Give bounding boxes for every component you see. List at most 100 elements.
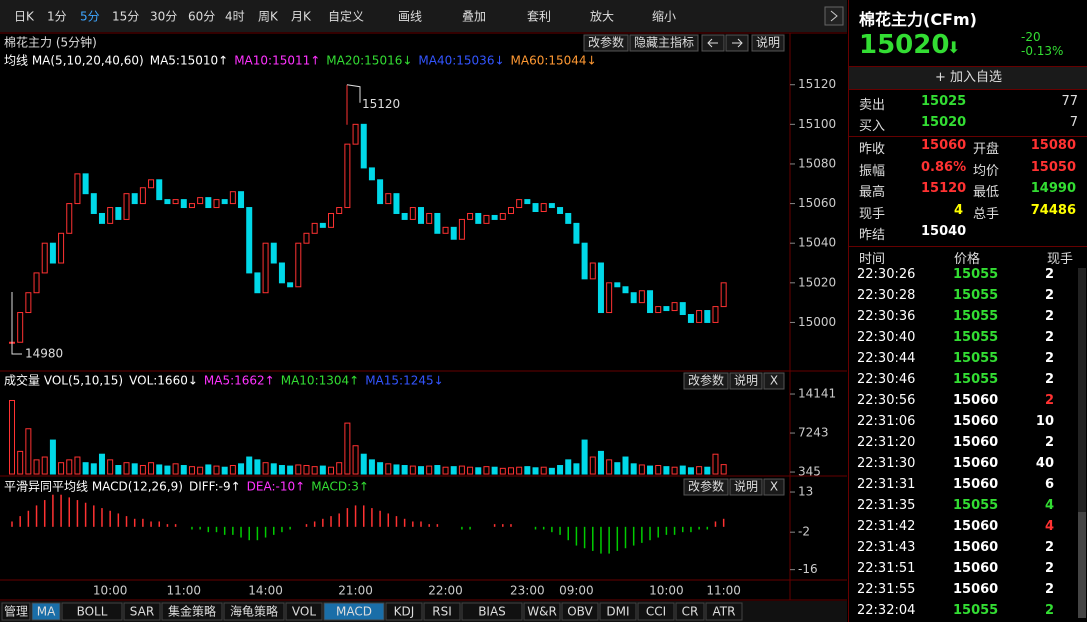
trade-volume: 2 (1044, 309, 1054, 324)
toolbar-bg (0, 0, 847, 32)
trade-time: 22:31:20 (857, 435, 916, 450)
candle (638, 290, 645, 304)
header-button[interactable] (629, 34, 699, 52)
tab-label[interactable]: BIAS (478, 605, 506, 619)
candle (606, 282, 613, 314)
header-button[interactable] (729, 478, 763, 496)
toolbar-item[interactable]: 60分 (188, 10, 215, 24)
toolbar-item[interactable]: 周K (258, 10, 279, 24)
watch-button[interactable]: + 加入自选 (849, 66, 1087, 90)
toolbar-item[interactable]: 画线 (398, 10, 422, 24)
stat-value: 0.86% (921, 159, 967, 175)
toolbar-item[interactable]: 叠加 (462, 10, 486, 24)
tab-label[interactable]: W&R (527, 605, 557, 619)
toolbar-item[interactable]: 15分 (112, 10, 139, 24)
tab[interactable] (1, 602, 31, 621)
volume-bar (638, 464, 645, 475)
candle (418, 207, 424, 224)
tab[interactable] (161, 602, 223, 621)
toolbar-item[interactable]: 1分 (47, 10, 67, 24)
toolbar-item[interactable]: 套利 (527, 10, 551, 24)
header-button[interactable] (763, 478, 785, 496)
header-button-label[interactable]: 改参数 (688, 373, 724, 388)
toolbar-item[interactable]: 4时 (225, 10, 245, 24)
header-button[interactable] (729, 372, 763, 390)
tab-label[interactable]: KDJ (394, 605, 415, 619)
scroll-thumb[interactable] (1078, 512, 1086, 618)
low-pointer (11, 292, 22, 355)
tab[interactable] (637, 602, 675, 621)
candle (164, 199, 171, 205)
volume-bar (491, 466, 498, 475)
candle (475, 212, 482, 224)
toolbar-item[interactable]: 30分 (150, 10, 177, 24)
tab-label[interactable]: CR (682, 605, 699, 619)
tab[interactable] (461, 602, 523, 621)
tab-label[interactable]: 集金策略 (168, 604, 216, 619)
x-tick-label: 23:00 (510, 584, 545, 598)
legend-item: MA10:15011↑ (234, 54, 320, 68)
header-button-label[interactable]: 隐藏主指标 (634, 35, 694, 50)
header-button-label[interactable]: 说明 (734, 479, 758, 494)
y-tick-label: 15080 (798, 156, 836, 170)
legend-item: MA40:15036↓ (418, 54, 504, 68)
header-button-label[interactable]: 说明 (734, 373, 758, 388)
tab[interactable] (599, 602, 637, 621)
tab[interactable] (561, 602, 599, 621)
trade-time: 22:31:55 (857, 582, 916, 597)
candle (82, 173, 89, 195)
tab[interactable] (61, 602, 123, 621)
toolbar-item[interactable]: 缩小 (652, 9, 676, 24)
y-tick-label: 15020 (798, 275, 836, 289)
legend-item: 平滑异同平均线 MACD(12,26,9) (4, 480, 183, 494)
candle (123, 193, 130, 220)
tab-label[interactable]: DMI (606, 605, 629, 619)
toolbar-item[interactable]: 5分 (80, 10, 100, 24)
trade-price: 15055 (953, 309, 999, 324)
toolbar-item[interactable]: 日K (14, 10, 35, 24)
header-button[interactable] (751, 34, 785, 52)
tab[interactable] (705, 602, 743, 621)
tab[interactable] (423, 602, 461, 621)
candle (180, 199, 187, 209)
tab[interactable] (523, 602, 561, 621)
header-button-label[interactable]: X (770, 374, 778, 388)
header-button-label[interactable]: X (770, 480, 778, 494)
tab-label[interactable]: VOL (292, 605, 316, 619)
tab[interactable] (223, 602, 285, 621)
tab[interactable] (675, 602, 705, 621)
header-button[interactable] (583, 34, 629, 52)
trade-price: 15060 (953, 540, 999, 555)
tab[interactable] (31, 602, 61, 621)
stat-label: 最高 (859, 185, 886, 200)
tab-label[interactable]: OBV (567, 605, 593, 619)
tab-label[interactable]: CCI (646, 605, 666, 619)
tab[interactable] (285, 602, 323, 621)
tab-label[interactable]: RSI (432, 605, 452, 619)
toolbar-item[interactable]: 放大 (590, 9, 614, 24)
tab[interactable] (323, 602, 385, 621)
trade-volume: 2 (1044, 267, 1054, 282)
tab-label[interactable]: MACD (336, 605, 372, 619)
trades-header: 时间 (859, 252, 886, 267)
tab[interactable] (385, 602, 423, 621)
candle (565, 212, 572, 224)
toolbar-item[interactable]: 自定义 (328, 9, 364, 24)
volume-bar (573, 463, 580, 475)
header-button[interactable] (683, 372, 729, 390)
header-button[interactable] (763, 372, 785, 390)
collapse-button[interactable] (824, 6, 844, 26)
header-button-label[interactable]: 说明 (756, 35, 780, 50)
header-button-label[interactable]: 改参数 (688, 479, 724, 494)
tab-label[interactable]: ATR (713, 605, 736, 619)
header-button[interactable] (683, 478, 729, 496)
tab[interactable] (123, 602, 161, 621)
tab-label[interactable]: 管理 (4, 604, 28, 619)
tab-label[interactable]: SAR (130, 605, 154, 619)
candle (139, 187, 146, 205)
tab-label[interactable]: 海龟策略 (230, 604, 278, 619)
tab-label[interactable]: MA (37, 605, 56, 619)
tab-label[interactable]: BOLL (77, 605, 108, 619)
header-button-label[interactable]: 改参数 (588, 35, 624, 50)
toolbar-item[interactable]: 月K (291, 10, 312, 24)
